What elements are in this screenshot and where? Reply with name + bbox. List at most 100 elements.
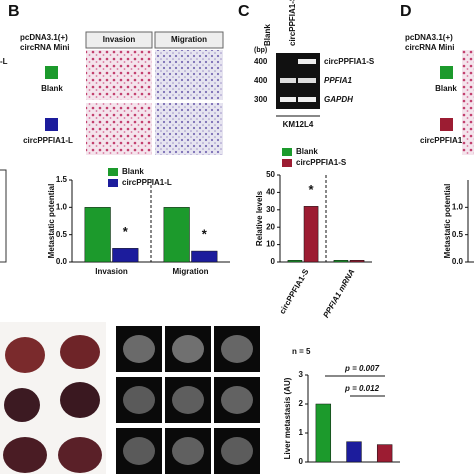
bar [349,260,365,263]
micrograph [86,103,152,155]
annotation: * [202,227,208,242]
bar [163,207,190,263]
liver [4,388,40,422]
bar [315,403,332,463]
column-label: Migration [171,35,207,44]
y-tick-label: 1.5 [56,175,68,184]
vector-label: pcDNA3.1(+) [20,33,68,42]
bar [84,207,111,263]
legend-swatch [108,168,118,176]
annotation: * [309,182,315,197]
gel-band [298,97,316,102]
y-tick-label: 1.0 [452,202,464,211]
bar [376,444,393,463]
y-tick-label: 0.0 [56,257,68,266]
legend-label: circPPFIA1-L [122,178,172,187]
legend-label: Blank [122,167,144,176]
y-tick-label: 2 [299,399,304,408]
legend-label: Blank [296,147,318,156]
bar [112,248,139,263]
lane-label: circPPFIA1-S [288,0,297,46]
panel-label: B [8,3,20,20]
micrograph [462,50,474,155]
y-tick-label: 0.5 [452,230,464,239]
annotation: * [123,224,129,239]
size-unit: (bp) [254,47,267,54]
x-tick-label: Migration [173,267,209,276]
x-tick-label: PPFIA1 mRNA [321,267,356,319]
lane-label: Blank [263,24,272,46]
liver [58,437,102,473]
size-label: 400 [254,76,268,85]
p-value: p = 0.012 [344,384,380,393]
legend-swatch [108,179,118,187]
liver [60,382,100,418]
bar [191,250,218,263]
x-tick-label: circPPFIA1-S [278,267,311,316]
gel-band [280,97,296,102]
bar [333,260,349,263]
gel-band [298,78,316,83]
group-swatch [440,66,453,79]
panel-label: D [400,3,412,20]
fragment-label: -L [0,57,8,66]
x-tick-label: Invasion [95,267,128,276]
micrograph [86,50,152,100]
mri-grid [116,326,260,474]
group-swatch [45,66,58,79]
vector-label: circRNA Mini [20,43,70,52]
micrograph [155,50,223,100]
column-header [154,31,224,49]
y-tick-label: 1.0 [56,202,68,211]
band-label: GAPDH [324,95,353,104]
y-tick-label: 50 [266,170,275,179]
cell-line: KM12L4 [283,120,314,129]
y-axis-label: Metastatic potential [443,184,452,259]
column-header [85,31,153,49]
y-tick-label: 0.5 [56,230,68,239]
fragment-frame [0,169,7,263]
legend-label: circPPFIA1-S [296,158,347,167]
size-label: 400 [254,57,268,66]
y-tick-label: 0 [299,457,304,466]
gel-band [280,78,296,83]
vector-label: circRNA Mini [405,43,455,52]
y-axis-label: Relative levels [255,190,264,246]
band-label: PPFIA1 [324,76,353,85]
bar [287,260,303,263]
micrograph [155,103,223,155]
column-label: Invasion [103,35,136,44]
y-axis-label: Metastatic potential [47,184,56,259]
y-tick-label: 30 [266,205,275,214]
y-tick-label: 20 [266,222,275,231]
vector-label: pcDNA3.1(+) [405,33,453,42]
legend-swatch [282,159,292,167]
size-label: 300 [254,95,268,104]
group-label: circPPFIA1-L [23,136,73,145]
liver [60,335,100,369]
liver [5,337,45,373]
p-value: p = 0.007 [344,364,380,373]
y-tick-label: 0 [271,257,276,266]
sample-size: n = 5 [292,347,311,356]
bar [346,441,362,463]
y-tick-label: 3 [299,370,304,379]
y-tick-label: 0.0 [452,257,464,266]
gel-band [298,59,316,64]
y-tick-label: 1 [299,428,304,437]
group-label: circPPFIA1- [420,136,465,145]
group-swatch [45,118,58,131]
liver [3,437,47,473]
group-label: Blank [41,84,63,93]
y-tick-label: 40 [266,188,275,197]
group-swatch [440,118,453,131]
group-label: Blank [435,84,457,93]
y-tick-label: 10 [266,240,275,249]
y-axis-label: Liver metastasis (AU) [283,377,292,459]
band-label: circPPFIA1-S [324,57,375,66]
panel-label: C [238,3,250,20]
bar [303,206,319,263]
legend-swatch [282,148,292,156]
